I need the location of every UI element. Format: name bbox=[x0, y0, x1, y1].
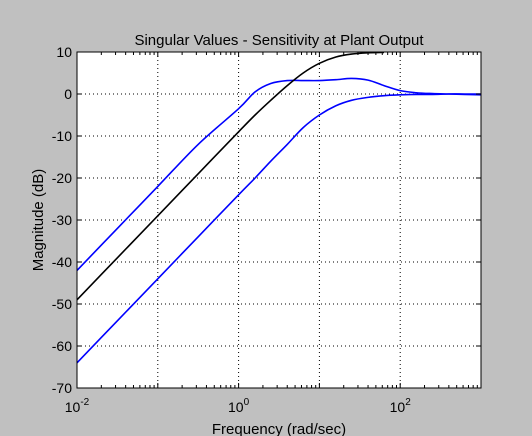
x-tick-label: 102 bbox=[390, 397, 412, 415]
y-tick-label: -70 bbox=[52, 380, 72, 396]
x-tick-label: 10-2 bbox=[65, 397, 90, 415]
y-tick-labels: 10 0 -10 -20 -30 -40 -50 -60 -70 bbox=[52, 44, 72, 396]
chart-title: Singular Values - Sensitivity at Plant O… bbox=[134, 32, 424, 49]
y-tick-label: -40 bbox=[52, 254, 72, 270]
y-axis-label: Magnitude (dB) bbox=[30, 169, 47, 272]
x-tick-labels: 10-2 100 102 bbox=[65, 397, 411, 415]
y-tick-label: -20 bbox=[52, 170, 72, 186]
y-tick-label: -10 bbox=[52, 128, 72, 144]
x-tick-label: 100 bbox=[228, 397, 250, 415]
series-layer bbox=[76, 51, 482, 364]
y-tick-label: 0 bbox=[64, 86, 72, 102]
y-tick-label: -50 bbox=[52, 296, 72, 312]
x-axis-label: Frequency (rad/sec) bbox=[212, 421, 346, 436]
series-line-1 bbox=[76, 77, 482, 271]
series-line-2 bbox=[76, 51, 385, 301]
y-tick-label: -30 bbox=[52, 212, 72, 228]
series-line-3 bbox=[76, 93, 481, 364]
y-tick-label: 10 bbox=[56, 44, 72, 60]
ticks bbox=[76, 51, 482, 389]
y-tick-label: -60 bbox=[52, 338, 72, 354]
